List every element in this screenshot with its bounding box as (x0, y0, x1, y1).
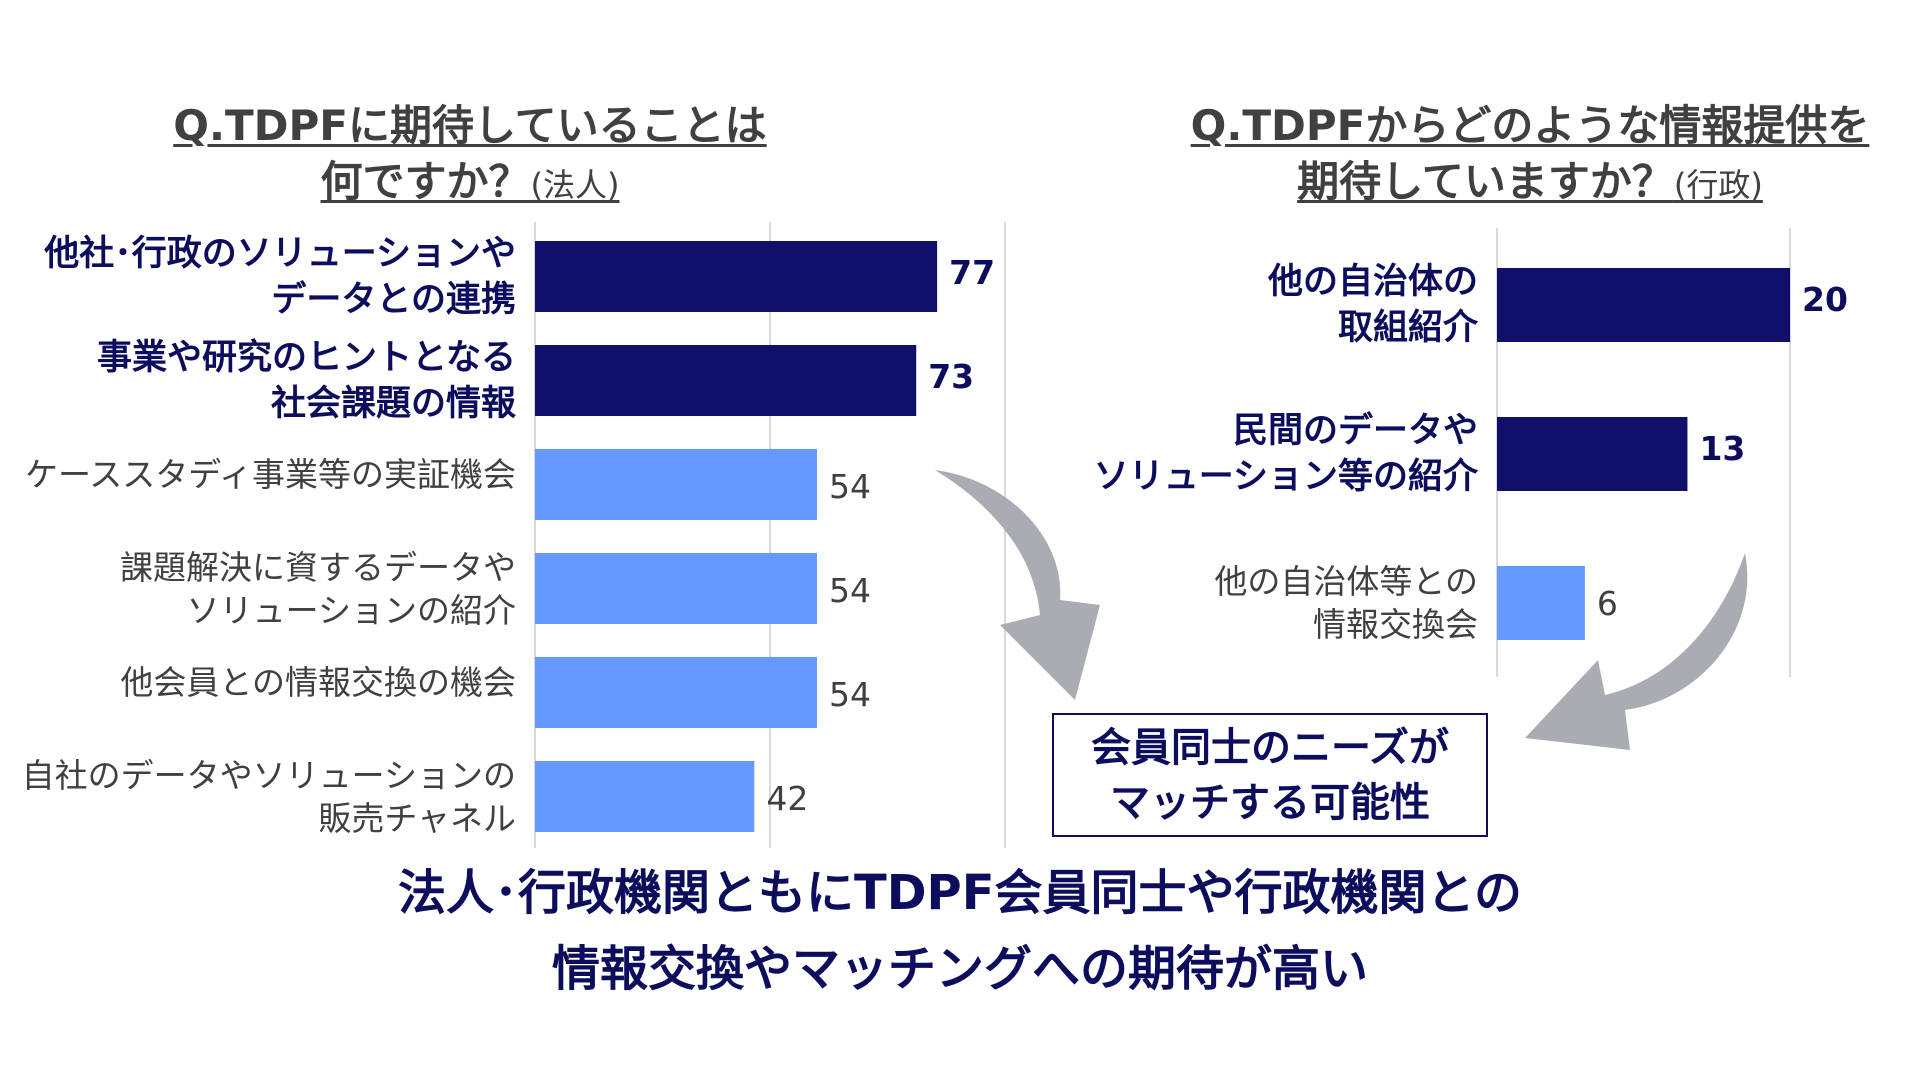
chart1-value-label: 54 (829, 675, 871, 714)
chart2-category-label: 民間のデータや ソリューション等の紹介 (1093, 411, 1478, 497)
chart2-value-label: 13 (1699, 429, 1746, 468)
conclusion-line2: 情報交換やマッチングへの期待が高い (551, 941, 1368, 997)
chart1-bar (535, 657, 817, 728)
chart1-value-label: 73 (928, 357, 975, 396)
chart1-value-label: 54 (829, 467, 871, 506)
conclusion-line1: 法人･行政機関ともにTDPF会員同士や行政機関との (397, 865, 1523, 921)
chart1-bar (535, 345, 917, 416)
left-chart-title: Q.TDPFに期待していることは 何ですか？(法人) (150, 98, 790, 213)
chart1-category-label: 事業や研究のヒントとなる 社会課題の情報 (97, 337, 516, 424)
chart2-value-label: 6 (1596, 584, 1618, 623)
left-title-line1: Q.TDPFに期待していることは (173, 101, 767, 150)
chart1-bar (535, 241, 938, 312)
conclusion-text: 法人･行政機関ともにTDPF会員同士や行政機関との 情報交換やマッチングへの期待… (0, 855, 1920, 1007)
chart2-bar (1497, 566, 1585, 640)
chart1-bar (535, 553, 817, 624)
right-chart-title: Q.TDPFからどのような情報提供を 期待していますか？(行政) (1150, 98, 1910, 213)
callout-line2: マッチする可能性 (1110, 780, 1430, 826)
chart1-category-label: 自社のデータやソリューションの 販売チャネル (21, 755, 516, 838)
chart2-bar (1497, 268, 1790, 342)
chart2-bar (1497, 417, 1688, 491)
chart1-category-label: 他社･行政のソリューションや データとの連携 (44, 233, 516, 320)
right-title-line1: Q.TDPFからどのような情報提供を (1190, 101, 1870, 150)
chart1-bar (535, 449, 817, 520)
right-curved-arrow-icon (1525, 553, 1748, 750)
chart2-value-label: 20 (1802, 280, 1848, 319)
chart1-category-label: 課題解決に資するデータや ソリューションの紹介 (120, 547, 516, 630)
left-curved-arrow-icon (935, 470, 1100, 700)
left-title-line2: 何ですか？ (320, 157, 531, 206)
chart2-category-label: 他の自治体等との 情報交換会 (1214, 562, 1478, 644)
chart1-bar (535, 761, 755, 832)
right-title-line2: 期待していますか？ (1297, 157, 1674, 206)
chart1-value-label: 54 (829, 571, 871, 610)
chart1-category-label: ケーススタディ事業等の実証機会 (24, 455, 516, 494)
callout-box: 会員同士のニーズが マッチする可能性 (1052, 713, 1488, 837)
left-title-suffix: (法人) (530, 166, 620, 204)
chart1-value-label: 42 (766, 779, 809, 818)
right-title-suffix: (行政) (1673, 166, 1763, 204)
chart1-value-label: 77 (949, 253, 996, 292)
callout-line1: 会員同士のニーズが (1091, 725, 1449, 771)
chart2-category-label: 他の自治体の 取組紹介 (1267, 262, 1478, 348)
chart1-category-label: 他会員との情報交換の機会 (120, 663, 516, 702)
